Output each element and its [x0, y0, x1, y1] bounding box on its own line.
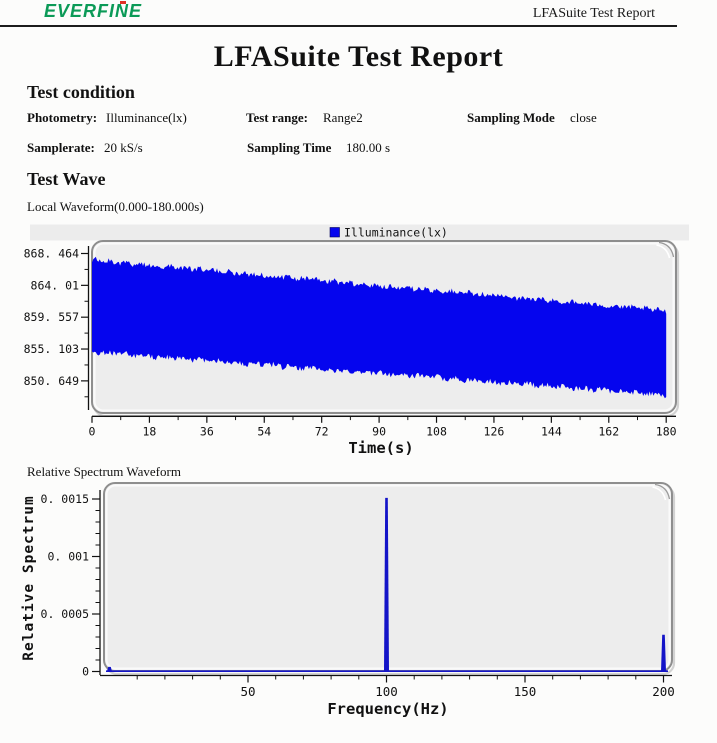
spectrum-xaxis-title: Frequency(Hz) — [327, 700, 448, 718]
legend-label: Illuminance(lx) — [344, 226, 448, 240]
spectrum-xtick-label: 200 — [652, 684, 675, 699]
legend-illuminance: Illuminance(lx) — [329, 226, 448, 240]
spectrum-peak-200hz — [661, 634, 666, 672]
spectrum-xtick-label: 100 — [375, 684, 398, 699]
wave-xtick-label: 162 — [598, 424, 619, 438]
wave-xtick-label: 90 — [372, 424, 386, 438]
field-test-range-value: Range2 — [323, 110, 363, 125]
wave-ytick-label: 864. 01 — [31, 278, 80, 292]
spectrum-ytick-label: 0. 001 — [47, 550, 89, 564]
legend-swatch — [329, 227, 340, 238]
panel-fold-corner — [654, 483, 671, 500]
field-photometry-label: Photometry: — [27, 110, 98, 125]
spectrum-yaxis-title: Relative Spectrum — [21, 495, 37, 660]
spectrum-axes: 0 0. 0005 0. 001 0. 0015 50 100 150 200 — [41, 490, 675, 699]
logo-red-accent — [120, 1, 126, 4]
header-doc-name: LFASuite Test Report — [532, 6, 655, 21]
field-samplerate-value: 20 kS/s — [104, 140, 143, 155]
waveform-series — [92, 256, 667, 399]
spectrum-xtick-label: 150 — [514, 684, 537, 699]
wave-ytick-label: 859. 557 — [24, 310, 79, 324]
wave-ytick-label: 850. 649 — [24, 374, 79, 388]
spectrum-peak-100hz — [384, 497, 389, 672]
field-samplerate-label: Samplerate: — [27, 140, 95, 155]
local-waveform-label: Local Waveform(0.000-180.000s) — [27, 199, 204, 214]
field-sampling-time-value: 180.00 s — [346, 140, 391, 155]
relative-spectrum-label: Relative Spectrum Waveform — [27, 464, 181, 479]
wave-xtick-label: 126 — [484, 424, 505, 438]
spectrum-ytick-label: 0 — [82, 665, 89, 679]
field-sampling-mode-label: Sampling Mode — [467, 110, 555, 125]
relative-spectrum-chart: 0 0. 0005 0. 001 0. 0015 50 100 150 200 Relativ… — [21, 482, 676, 718]
field-sampling-mode-value: close — [570, 110, 597, 125]
illuminance-waveform-band — [92, 256, 667, 399]
spectrum-ytick-label: 0. 0015 — [41, 492, 89, 506]
wave-xtick-label: 180 — [656, 424, 677, 438]
field-test-range-label: Test range: — [246, 110, 308, 125]
header-rule — [0, 25, 677, 27]
wave-xtick-label: 0 — [89, 424, 96, 438]
section-heading-test-wave: Test Wave — [27, 169, 106, 189]
everfine-logo: EVERFINE — [44, 1, 143, 21]
spectrum-xtick-label: 50 — [240, 684, 255, 699]
wave-xtick-label: 54 — [257, 424, 271, 438]
spectrum-panel — [103, 482, 676, 676]
section-heading-test-condition: Test condition — [27, 82, 135, 102]
waveform-axes: 868. 464 864. 01 859. 557 855. 103 850. 649 0… — [24, 246, 677, 438]
panel-fold-corner — [658, 241, 675, 258]
spectrum-ytick-label: 0. 0005 — [41, 607, 89, 621]
wave-ytick-label: 868. 464 — [24, 247, 79, 261]
wave-xtick-label: 18 — [142, 424, 156, 438]
spectrum-series — [106, 497, 668, 673]
legend-strip — [30, 224, 689, 241]
wave-xtick-label: 72 — [315, 424, 329, 438]
wave-ytick-label: 855. 103 — [24, 342, 79, 356]
page-title: LFASuite Test Report — [213, 40, 504, 73]
field-photometry-value: Illuminance(lx) — [106, 110, 187, 125]
wave-xtick-label: 108 — [426, 424, 447, 438]
wave-xtick-label: 144 — [541, 424, 562, 438]
wave-xtick-label: 36 — [200, 424, 214, 438]
waveform-xaxis-title: Time(s) — [348, 439, 413, 457]
field-sampling-time-label: Sampling Time — [247, 140, 332, 155]
spectrum-peak-0hz — [107, 666, 112, 672]
